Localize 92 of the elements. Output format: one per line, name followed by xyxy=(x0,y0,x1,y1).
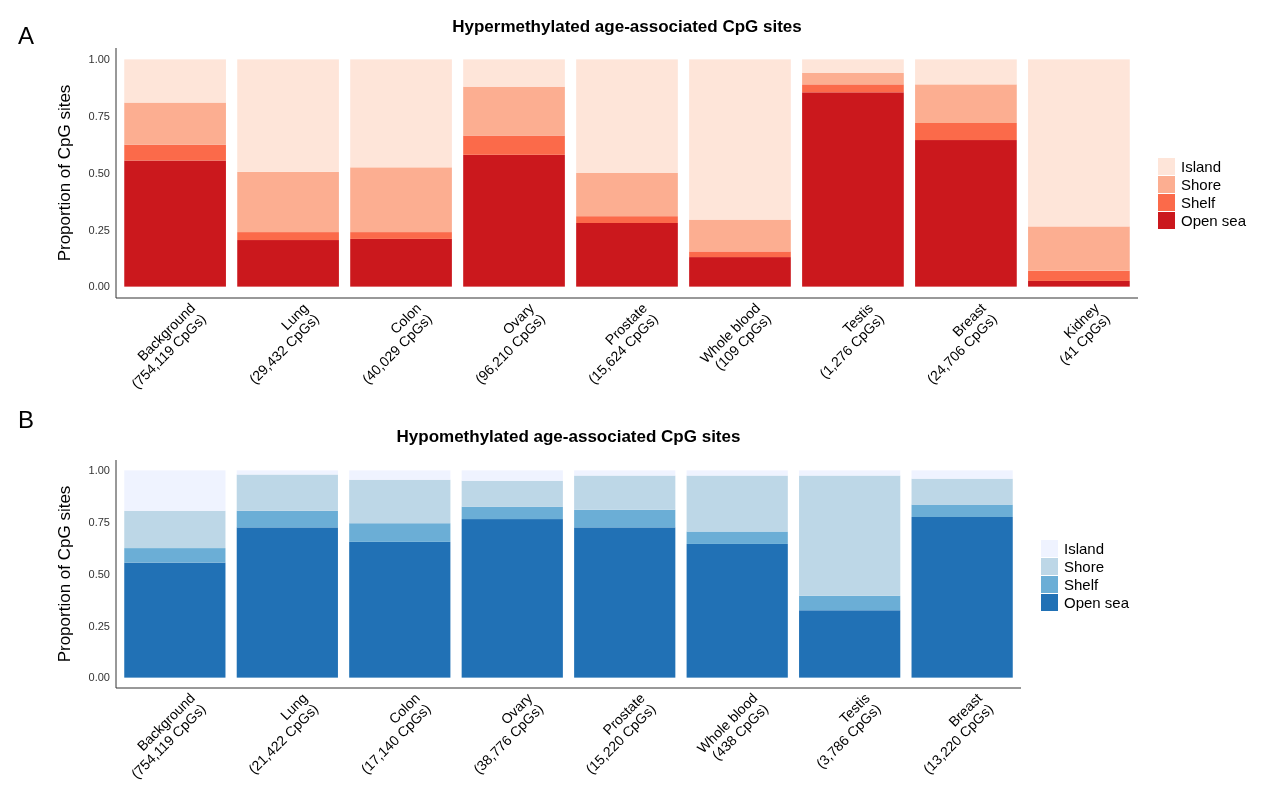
bar xyxy=(915,140,1017,287)
y-tick-label: 0.25 xyxy=(88,223,110,236)
bar xyxy=(124,59,226,103)
bar xyxy=(236,527,338,678)
bar xyxy=(802,92,904,287)
bar xyxy=(799,610,901,678)
bar xyxy=(911,504,1013,517)
bar xyxy=(576,223,678,287)
y-tick-label: 0.75 xyxy=(88,516,110,529)
bar xyxy=(349,470,451,480)
bar xyxy=(915,59,1017,85)
bar xyxy=(911,470,1013,479)
bar xyxy=(461,506,563,520)
y-tick-label: 0.00 xyxy=(88,671,110,684)
bar xyxy=(237,171,339,233)
bar xyxy=(799,595,901,611)
bar xyxy=(237,59,339,172)
bar xyxy=(461,480,563,507)
chart-title: Hypomethylated age-associated CpG sites xyxy=(396,427,741,446)
y-tick-label: 0.75 xyxy=(88,110,110,123)
y-tick-label: 1.00 xyxy=(88,464,110,477)
bar xyxy=(463,154,565,287)
bar xyxy=(576,59,678,173)
bar xyxy=(124,510,226,549)
bar xyxy=(911,478,1013,505)
bar xyxy=(350,167,452,233)
text: B xyxy=(18,406,35,433)
bar xyxy=(802,73,904,85)
bar xyxy=(686,543,788,678)
bar xyxy=(237,232,339,241)
bar xyxy=(1028,280,1130,287)
y-tick-label: 0.00 xyxy=(88,280,110,293)
bar xyxy=(237,240,339,287)
chart-title: Hypermethylated age-associated CpG sites xyxy=(452,17,802,36)
bar xyxy=(574,527,676,678)
legend-label: Open sea xyxy=(1064,594,1130,612)
bar xyxy=(686,470,788,476)
bar xyxy=(574,475,676,510)
y-axis-title: Proportion of CpG sites xyxy=(55,485,74,663)
bar xyxy=(463,135,565,155)
bar xyxy=(576,216,678,223)
bar xyxy=(576,173,678,217)
y-tick-label: 0.25 xyxy=(88,619,110,632)
bar xyxy=(350,238,452,287)
bar xyxy=(915,84,1017,123)
bar xyxy=(349,541,451,678)
bar xyxy=(350,232,452,239)
bar xyxy=(461,519,563,678)
y-tick-label: 0.50 xyxy=(88,166,110,179)
bar xyxy=(574,509,676,528)
bar xyxy=(124,562,226,678)
bar xyxy=(124,470,226,511)
bar xyxy=(802,84,904,93)
bar xyxy=(124,548,226,563)
bar xyxy=(689,251,791,258)
bar xyxy=(1028,270,1130,281)
bar xyxy=(686,531,788,544)
bar xyxy=(461,470,563,481)
bar xyxy=(1028,226,1130,271)
y-axis-title: Proportion of CpG sites xyxy=(55,84,74,262)
bar xyxy=(236,470,338,475)
legend-label: Shore xyxy=(1181,176,1222,194)
bar xyxy=(802,59,904,73)
bar xyxy=(799,470,901,476)
bar xyxy=(689,59,791,220)
bar xyxy=(463,86,565,136)
text: A xyxy=(18,22,35,49)
bar xyxy=(350,59,452,168)
bar xyxy=(686,475,788,532)
legend-label: Island xyxy=(1064,540,1105,558)
bar xyxy=(236,510,338,528)
bar xyxy=(463,59,565,87)
bar xyxy=(911,517,1013,678)
legend-label: Open sea xyxy=(1181,212,1247,230)
bar xyxy=(1028,59,1130,227)
y-tick-label: 0.50 xyxy=(88,567,110,580)
legend-label: Shelf xyxy=(1181,194,1217,212)
bar xyxy=(689,219,791,252)
bar xyxy=(349,523,451,542)
legend-label: Shore xyxy=(1064,558,1105,576)
bar xyxy=(124,144,226,161)
bar xyxy=(915,123,1017,141)
bar xyxy=(236,474,338,511)
legend-label: Island xyxy=(1181,158,1222,176)
bar xyxy=(799,475,901,596)
legend-label: Shelf xyxy=(1064,576,1100,594)
y-tick-label: 1.00 xyxy=(88,53,110,66)
bar xyxy=(349,479,451,524)
bar xyxy=(574,470,676,476)
bar xyxy=(689,257,791,287)
bar xyxy=(124,160,226,287)
bar xyxy=(124,102,226,145)
